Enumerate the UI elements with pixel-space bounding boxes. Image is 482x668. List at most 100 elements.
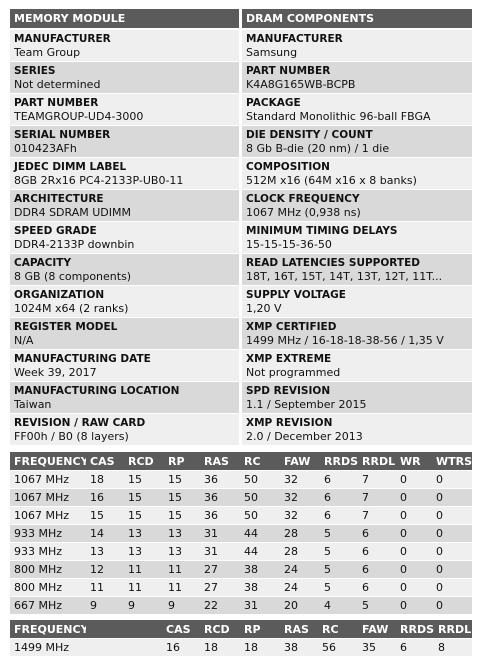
table-cell: 24 (280, 579, 320, 596)
table-cell: 4 (320, 597, 358, 614)
table-cell: 1067 MHz (10, 471, 86, 488)
table-cell: 0 (432, 471, 472, 488)
table-cell: 28 (280, 525, 320, 542)
dram-composition-field: COMPOSITION 512M x16 (64M x16 x 8 banks) (242, 158, 472, 189)
table-cell: 0 (432, 525, 472, 542)
table-cell: 0 (396, 579, 432, 596)
table-cell: 20 (280, 597, 320, 614)
table-cell: 6 (320, 507, 358, 524)
table-cell: 9 (164, 597, 200, 614)
table-cell: 13 (86, 543, 124, 560)
xmp-profile-table: FREQUENCY CAS RCD RP RAS RC FAW RRDS RRDL 1499 M… (10, 619, 472, 657)
column-header: FREQUENCY (10, 620, 86, 638)
table-cell: 35 (358, 639, 396, 656)
field-value: 1.1 / September 2015 (246, 398, 367, 411)
table-cell: 38 (280, 639, 318, 656)
field-value: Taiwan (14, 398, 52, 411)
column-header: WR (396, 452, 432, 470)
module-manufacturing-location-field: MANUFACTURING LOCATION Taiwan (10, 382, 239, 413)
table-cell: 38 (240, 561, 280, 578)
module-capacity-field: CAPACITY 8 GB (8 components) (10, 254, 239, 285)
dram-part-number-field: PART NUMBER K4A8G165WB-BCPB (242, 62, 472, 93)
field-label: REVISION / RAW CARD (14, 417, 146, 429)
table-cell: 933 MHz (10, 525, 86, 542)
field-label: PART NUMBER (246, 65, 331, 77)
field-label: MANUFACTURER (14, 33, 111, 45)
module-architecture-field: ARCHITECTURE DDR4 SDRAM UDIMM (10, 190, 239, 221)
field-value: Week 39, 2017 (14, 366, 97, 379)
table-row: 933 MHz 13 13 13 31 44 28 5 6 0 0 (10, 543, 472, 560)
dram-components-header: DRAM COMPONENTS (242, 9, 472, 28)
table-cell: 0 (432, 579, 472, 596)
table-cell: 32 (280, 489, 320, 506)
table-row: 800 MHz 11 11 11 27 38 24 5 6 0 0 (10, 579, 472, 596)
field-label: MANUFACTURING LOCATION (14, 385, 180, 397)
field-label: MANUFACTURING DATE (14, 353, 151, 365)
table-cell: 11 (86, 579, 124, 596)
dram-clock-frequency-field: CLOCK FREQUENCY 1067 MHz (0,938 ns) (242, 190, 472, 221)
table-cell: 9 (124, 597, 164, 614)
table-cell: 50 (240, 471, 280, 488)
table-cell: 1067 MHz (10, 489, 86, 506)
field-value: Team Group (14, 46, 81, 59)
table-cell: 0 (432, 489, 472, 506)
module-serial-number-field: SERIAL NUMBER 010423AFh (10, 126, 239, 157)
column-header: RAS (200, 452, 240, 470)
table-row: 1067 MHz 15 15 15 36 50 32 6 7 0 0 (10, 507, 472, 524)
column-header: RC (318, 620, 358, 638)
table-cell: 44 (240, 543, 280, 560)
table-cell: 16 (162, 639, 200, 656)
table-cell: 36 (200, 471, 240, 488)
table-cell: 933 MHz (10, 543, 86, 560)
dram-xmp-revision-field: XMP REVISION 2.0 / December 2013 (242, 414, 472, 445)
table-cell: 667 MHz (10, 597, 86, 614)
field-label: JEDEC DIMM LABEL (14, 161, 127, 173)
table-cell: 15 (124, 489, 164, 506)
table-cell: 36 (200, 489, 240, 506)
table-row: 1067 MHz 18 15 15 36 50 32 6 7 0 0 (10, 471, 472, 488)
table-cell: 0 (396, 561, 432, 578)
dram-manufacturer-field: MANUFACTURER Samsung (242, 30, 472, 61)
module-manufacturing-date-field: MANUFACTURING DATE Week 39, 2017 (10, 350, 239, 381)
table-cell: 11 (124, 579, 164, 596)
field-label: READ LATENCIES SUPPORTED (246, 257, 420, 269)
table-cell: 0 (396, 471, 432, 488)
table-cell: 0 (396, 543, 432, 560)
field-label: CAPACITY (14, 257, 72, 269)
table-cell: 0 (432, 543, 472, 560)
table-row: 1499 MHz 16 18 18 38 56 35 6 8 (10, 639, 472, 656)
column-header: FREQUENCY (10, 452, 86, 470)
column-header: FAW (280, 452, 320, 470)
field-value: 1024M x64 (2 ranks) (14, 302, 129, 315)
table-cell: 32 (280, 507, 320, 524)
field-value: 010423AFh (14, 142, 77, 155)
dram-spd-revision-field: SPD REVISION 1.1 / September 2015 (242, 382, 472, 413)
module-register-model-field: REGISTER MODEL N/A (10, 318, 239, 349)
table-cell: 6 (358, 561, 396, 578)
table-cell: 0 (432, 507, 472, 524)
table-cell: 6 (320, 471, 358, 488)
table-cell: 0 (396, 597, 432, 614)
table-cell: 50 (240, 489, 280, 506)
module-manufacturer-field: MANUFACTURER Team Group (10, 30, 239, 61)
field-label: SERIES (14, 65, 56, 77)
field-label: SERIAL NUMBER (14, 129, 111, 141)
timings-table: FREQUENCY CAS RCD RP RAS RC FAW RRDS RRDL WR WTRS … (10, 451, 472, 615)
table-cell: 27 (200, 579, 240, 596)
field-value: Not determined (14, 78, 101, 91)
table-cell: 18 (200, 639, 240, 656)
dram-package-field: PACKAGE Standard Monolithic 96-ball FBGA (242, 94, 472, 125)
module-speed-grade-field: SPEED GRADE DDR4-2133P downbin (10, 222, 239, 253)
field-label: SUPPLY VOLTAGE (246, 289, 346, 301)
table-row: 667 MHz 9 9 9 22 31 20 4 5 0 0 (10, 597, 472, 614)
table-cell: 9 (86, 597, 124, 614)
table-cell: 15 (164, 489, 200, 506)
table-cell: 7 (358, 471, 396, 488)
table-cell: 31 (200, 543, 240, 560)
field-label: XMP CERTIFIED (246, 321, 337, 333)
table-cell: 7 (358, 489, 396, 506)
field-value: K4A8G165WB-BCPB (246, 78, 356, 91)
column-header: RRDS (396, 620, 434, 638)
table-cell: 8 (434, 639, 472, 656)
